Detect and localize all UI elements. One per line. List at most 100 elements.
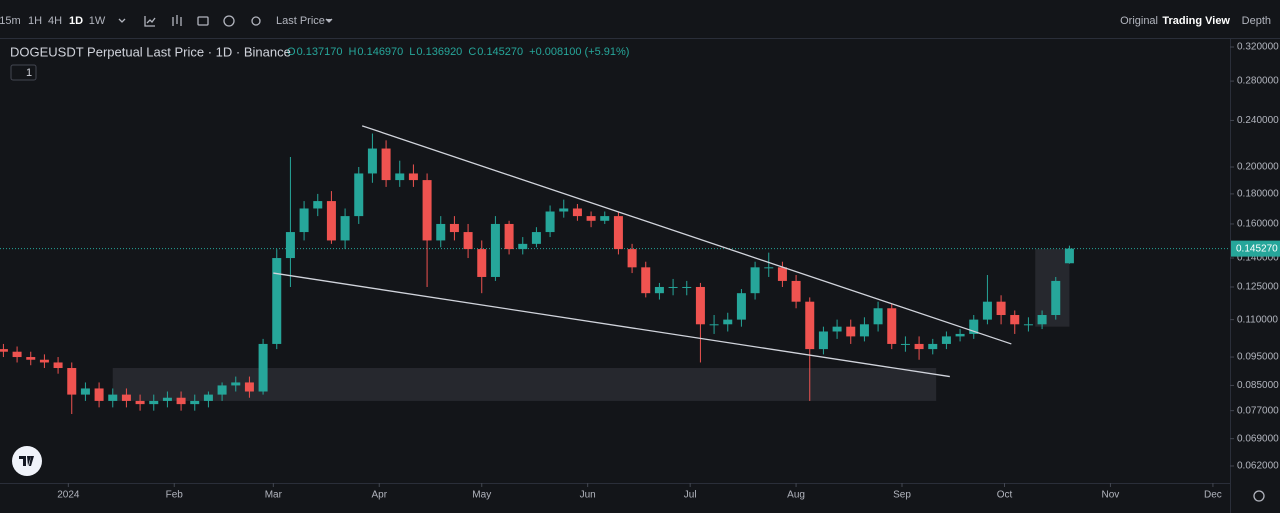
candle-body <box>313 201 323 209</box>
candle-body <box>873 308 883 325</box>
y-tick-label: 0.200000 <box>1237 162 1279 173</box>
view-tab[interactable]: Original <box>1120 15 1158 27</box>
indicator-icon[interactable] <box>144 16 156 27</box>
candle-body <box>805 301 815 350</box>
interval-button[interactable]: 4H <box>48 15 62 27</box>
price-change: +0.008100 (+5.91%) <box>529 46 629 58</box>
candle-body <box>914 343 924 350</box>
candle-body <box>176 397 186 405</box>
last-price-label: 0.145270 <box>1236 243 1278 254</box>
add-icon[interactable] <box>223 15 235 27</box>
x-tick-label: Jun <box>580 490 596 501</box>
candle-body <box>531 232 541 244</box>
x-tick-label: Mar <box>265 490 283 501</box>
candle-type-icon[interactable] <box>172 15 182 26</box>
candle-body <box>67 368 77 395</box>
candle-body <box>668 286 678 288</box>
candle-body <box>887 308 897 344</box>
candle-body <box>900 343 910 345</box>
ohlc-key: H <box>348 46 356 58</box>
candle-body <box>395 173 405 181</box>
candle-body <box>203 394 213 401</box>
interval-button[interactable]: 1W <box>89 15 106 27</box>
snapshot-icon[interactable] <box>197 16 209 26</box>
candle-body <box>39 359 49 363</box>
candle-body <box>381 148 391 181</box>
candle-body <box>217 385 227 395</box>
candle-body <box>340 216 350 241</box>
interval-button[interactable]: 15m <box>0 15 21 27</box>
candle-body <box>859 324 869 337</box>
candle-body <box>572 208 582 217</box>
interval-button[interactable]: 1D <box>69 15 83 27</box>
axis-settings-icon[interactable] <box>1253 490 1265 502</box>
candle-body <box>436 223 446 241</box>
candle-body <box>463 232 473 250</box>
y-tick-label: 0.320000 <box>1237 42 1279 53</box>
candle-body <box>12 351 22 358</box>
x-tick-label: Dec <box>1204 490 1222 501</box>
indicator-count: 1 <box>26 67 32 79</box>
ohlc-key: O <box>287 46 296 58</box>
candle-body <box>121 394 131 401</box>
candle-body <box>791 280 801 302</box>
candle-body <box>1051 280 1061 316</box>
candle-body <box>422 180 432 241</box>
candle-body <box>490 223 500 277</box>
interval-button[interactable]: 1H <box>28 15 42 27</box>
candle-body <box>777 267 787 281</box>
candle-body <box>832 326 842 332</box>
candle-body <box>408 173 418 181</box>
candle-body <box>764 267 774 269</box>
trendline <box>273 272 950 378</box>
candle-body <box>750 267 760 294</box>
interval-dropdown[interactable] <box>118 18 126 23</box>
candle-body <box>1064 248 1074 264</box>
legend-title: DOGEUSDT Perpetual Last Price · 1D · Bin… <box>10 44 291 59</box>
candle-body <box>996 301 1006 316</box>
candle-body <box>244 382 254 392</box>
view-tab[interactable]: Trading View <box>1162 15 1230 27</box>
indicator-box[interactable] <box>10 64 37 81</box>
toolbar-icons <box>118 15 1265 502</box>
x-tick-label: Oct <box>997 490 1013 501</box>
view-tab[interactable]: Depth <box>1242 15 1271 27</box>
candle-body <box>135 400 145 405</box>
settings-icon[interactable] <box>251 16 261 26</box>
y-tick-label: 0.140000 <box>1237 253 1279 264</box>
y-tick-label: 0.180000 <box>1237 189 1279 200</box>
candle-body <box>326 201 336 241</box>
last-price-tag <box>1231 240 1280 257</box>
candle-body <box>94 388 104 401</box>
y-tick-label: 0.077000 <box>1237 405 1279 416</box>
candle-body <box>545 211 555 233</box>
candle-body <box>0 349 8 352</box>
price-source-arrow[interactable] <box>325 18 333 23</box>
candle-body <box>354 173 364 217</box>
candle-body <box>258 343 268 392</box>
candle-body <box>818 331 828 350</box>
x-tick-label: 2024 <box>57 490 80 501</box>
x-tick-label: Feb <box>166 490 184 501</box>
y-tick-label: 0.095000 <box>1237 352 1279 363</box>
candle-body <box>682 286 692 288</box>
x-tick-label: Aug <box>787 490 805 501</box>
price-source[interactable]: Last Price <box>276 15 325 27</box>
candle-body <box>600 216 610 221</box>
y-tick-label: 0.062000 <box>1237 461 1279 472</box>
candle-body <box>149 400 159 405</box>
candle-body <box>272 258 282 344</box>
candle-body <box>654 286 664 294</box>
y-tick-label: 0.110000 <box>1237 314 1278 325</box>
ohlc-value: 0.145270 <box>477 46 523 58</box>
candle-body <box>955 333 965 337</box>
candle-body <box>736 293 746 320</box>
candle-body <box>613 216 623 250</box>
ohlc-value: 0.136920 <box>416 46 462 58</box>
candle-body <box>53 362 63 369</box>
x-tick-label: Sep <box>893 490 911 501</box>
candle-body <box>231 382 241 386</box>
candle-body <box>1010 315 1020 325</box>
